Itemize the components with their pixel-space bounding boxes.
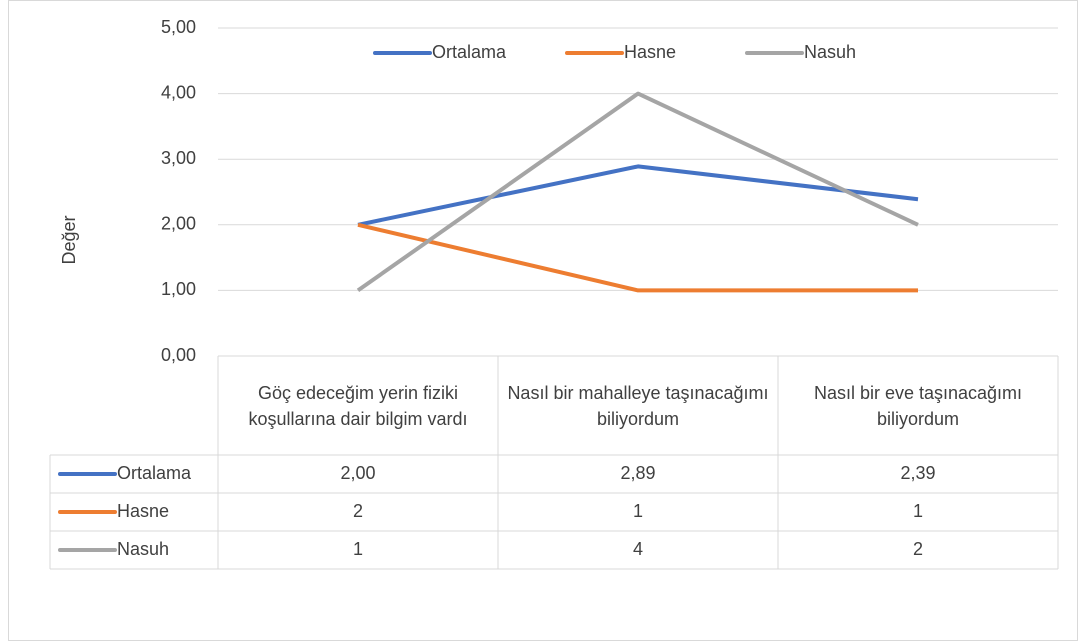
y-tick-label: 0,00 (161, 345, 196, 365)
x-tick-label: Nasıl bir eve taşınacağımı biliyordum (813, 382, 1023, 429)
table-cell: 4 (633, 539, 643, 559)
table-row-label: Hasne (117, 501, 169, 521)
series-line (356, 91, 919, 293)
y-tick-label: 5,00 (161, 17, 196, 37)
legend-label: Hasne (624, 42, 676, 62)
table-row-label: Nasuh (117, 539, 169, 559)
category-cell: Nasıl bir mahalleye taşınacağımı biliyor… (507, 382, 769, 429)
category-cell: Nasıl bir eve taşınacağımı biliyordum (813, 382, 1023, 429)
table-cell: 2,39 (900, 463, 935, 483)
table-cell: 1 (913, 501, 923, 521)
table-row-label: Ortalama (117, 463, 192, 483)
chart-border (8, 0, 1078, 641)
y-tick-label: 2,00 (161, 214, 196, 234)
legend-label: Nasuh (804, 42, 856, 62)
legend-label: Ortalama (432, 42, 507, 62)
table-cell: 1 (353, 539, 363, 559)
series-line (357, 164, 919, 227)
y-axis-label: Değer (59, 215, 79, 264)
y-tick-label: 3,00 (161, 148, 196, 168)
table-cell: 2,00 (340, 463, 375, 483)
table-cell: 2 (353, 501, 363, 521)
series-line (357, 222, 918, 293)
table-cell: 2 (913, 539, 923, 559)
x-tick-label: Göç edeceğim yerin fiziki koşullarına da… (248, 382, 468, 429)
category-cell: Göç edeceğim yerin fiziki koşullarına da… (248, 382, 468, 429)
table-cell: 2,89 (620, 463, 655, 483)
x-tick-label: Nasıl bir mahalleye taşınacağımı biliyor… (507, 382, 769, 429)
y-tick-label: 1,00 (161, 279, 196, 299)
y-tick-label: 4,00 (161, 82, 196, 102)
table-cell: 1 (633, 501, 643, 521)
